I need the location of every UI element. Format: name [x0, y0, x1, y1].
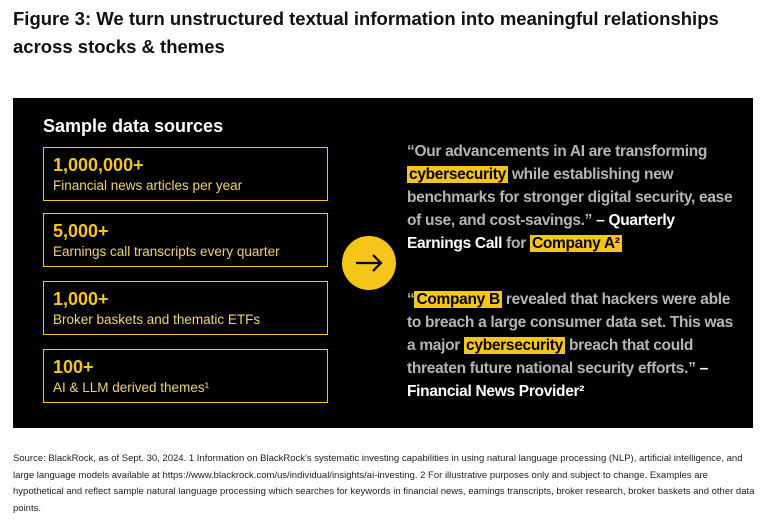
source-number: 5,000+ — [53, 221, 109, 241]
highlighted-keyword: Company B — [414, 291, 502, 308]
highlighted-keyword: cybersecurity — [407, 166, 508, 183]
source-description: Broker baskets and thematic ETFs — [53, 312, 261, 327]
highlighted-keyword: Company A² — [529, 235, 622, 252]
panel-heading: Sample data sources — [43, 116, 224, 136]
figure-title: Figure 3: We turn unstructured textual i… — [13, 8, 719, 57]
source-description: AI & LLM derived themes¹ — [53, 380, 210, 395]
quote-text: revealed that hackers were able to breac… — [407, 291, 733, 354]
arrow-icon — [342, 236, 396, 290]
source-number: 1,000+ — [53, 289, 109, 309]
source-number: 100+ — [53, 357, 94, 377]
source-description: Financial news articles per year — [53, 178, 243, 193]
highlighted-keyword: cybersecurity — [464, 337, 565, 354]
footnote: Source: BlackRock, as of Sept. 30, 2024.… — [13, 453, 755, 514]
source-box: 5,000+ Earnings call transcripts every qu… — [43, 213, 328, 267]
source-box: 1,000,000+ Financial news articles per ye… — [43, 147, 328, 201]
quote: “Company B revealed that hackers were ab… — [407, 288, 737, 403]
quote-text: “Our advancements in AI are transforming — [407, 143, 708, 160]
quote: “Our advancements in AI are transforming… — [407, 140, 737, 255]
panel: Sample data sources 1,000,000+ Financial … — [13, 98, 753, 428]
source-box: 1,000+ Broker baskets and thematic ETFs — [43, 281, 328, 335]
quote-source: – Quarterly Earnings Call — [407, 212, 675, 252]
quote-source: – Financial News Provider² — [407, 360, 708, 400]
source-box: 100+ AI & LLM derived themes¹ — [43, 349, 328, 403]
quote-text: for — [502, 235, 530, 252]
quote-text: “ — [407, 291, 415, 308]
quote-text: breach that could threaten future nation… — [407, 337, 700, 377]
source-description: Earnings call transcripts every quarter — [53, 244, 280, 259]
quote-text: while establishing new benchmarks for st… — [407, 166, 733, 229]
source-number: 1,000,000+ — [53, 155, 144, 175]
